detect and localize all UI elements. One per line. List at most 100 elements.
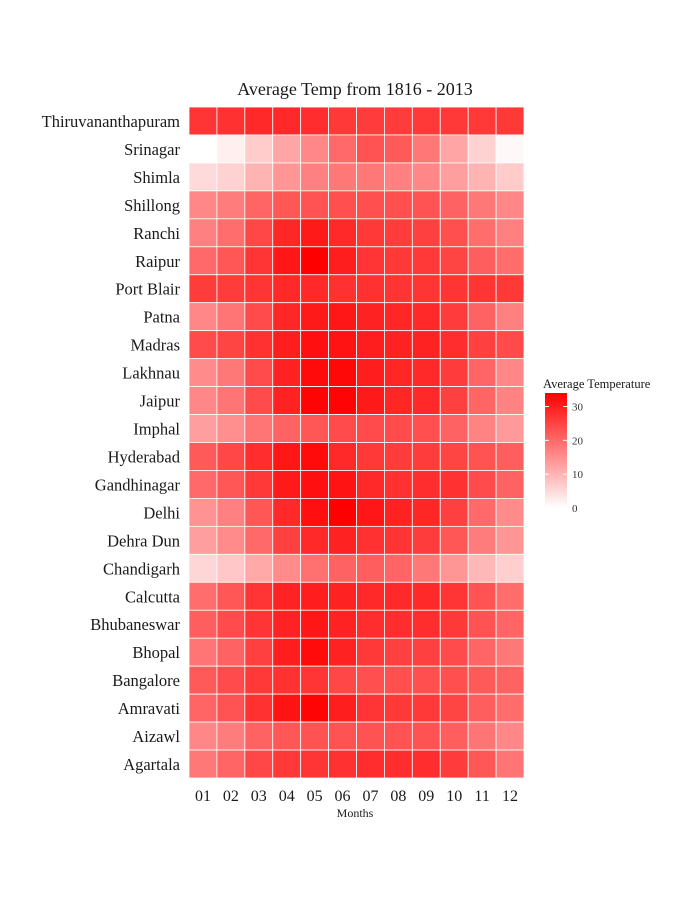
- heatmap-cell: [439, 665, 469, 695]
- heatmap-cell: [216, 637, 246, 667]
- heatmap-cell: [272, 637, 302, 667]
- heatmap-cell: [216, 386, 246, 415]
- x-tick-label: 12: [502, 788, 518, 805]
- heatmap-cell: [356, 637, 385, 667]
- heatmap-cell: [467, 693, 497, 723]
- heatmap-cell: [384, 749, 413, 779]
- heatmap-cell: [384, 693, 413, 723]
- heatmap-cell: [467, 609, 497, 639]
- heatmap-cell: [272, 693, 302, 723]
- heatmap-cell: [244, 442, 274, 471]
- legend-tick-label: 0: [572, 503, 578, 515]
- heatmap-cell: [272, 749, 302, 779]
- heatmap-cell: [439, 190, 469, 220]
- heatmap-cell: [328, 749, 357, 779]
- x-axis-labels: 01 02 03 04 05 06 07 08 09 10 11 12: [195, 788, 518, 805]
- heatmap-cell: [244, 693, 274, 723]
- heatmap-cell: [356, 274, 385, 304]
- heatmap-cell: [300, 162, 329, 192]
- heatmap-cell: [216, 218, 246, 248]
- heatmap-cell: [467, 525, 497, 555]
- heatmap-cell: [439, 721, 469, 751]
- heatmap-cell: [384, 553, 413, 583]
- heatmap-cell: [244, 302, 274, 332]
- heatmap-cell: [467, 106, 497, 136]
- heatmap-cell: [244, 106, 274, 136]
- y-tick-label: Gandhinagar: [95, 475, 181, 494]
- heatmap-cell: [244, 358, 274, 387]
- heatmap-cell: [356, 609, 385, 639]
- heatmap-cell: [467, 498, 497, 527]
- x-tick-label: 11: [474, 788, 489, 805]
- heatmap-cell: [300, 693, 329, 723]
- heatmap-cell: [300, 246, 329, 276]
- heatmap-cell: [495, 386, 525, 415]
- heatmap-cell: [467, 246, 497, 276]
- heatmap-cell: [272, 190, 302, 220]
- heatmap-cell: [300, 358, 329, 387]
- heatmap-cell: [495, 302, 525, 332]
- heatmap-cell: [216, 414, 246, 443]
- heatmap-cell: [495, 134, 525, 164]
- heatmap-cell: [188, 749, 218, 779]
- heatmap-cell: [272, 274, 302, 304]
- heatmap-cell: [188, 581, 218, 611]
- heatmap-cell: [188, 358, 218, 387]
- heatmap-cell: [328, 386, 357, 415]
- heatmap-cell: [188, 665, 218, 695]
- heatmap-cell: [244, 637, 274, 667]
- heatmap-cells: [188, 106, 525, 779]
- heatmap-cell: [384, 525, 413, 555]
- heatmap-cell: [411, 470, 441, 499]
- y-tick-label: Aizawl: [132, 727, 180, 746]
- heatmap-cell: [272, 302, 302, 332]
- heatmap-cell: [356, 162, 385, 192]
- heatmap-cell: [411, 637, 441, 667]
- legend-tick-label: 30: [572, 402, 584, 414]
- heatmap-cell: [467, 414, 497, 443]
- heatmap-cell: [300, 442, 329, 471]
- heatmap-cell: [384, 609, 413, 639]
- heatmap-cell: [272, 414, 302, 443]
- heatmap-cell: [356, 330, 385, 360]
- heatmap-cell: [411, 162, 441, 192]
- heatmap-cell: [411, 442, 441, 471]
- heatmap-cell: [411, 358, 441, 387]
- heatmap-cell: [188, 525, 218, 555]
- heatmap-cell: [495, 749, 525, 779]
- y-tick-label: Jaipur: [140, 392, 181, 411]
- heatmap-cell: [328, 609, 357, 639]
- heatmap-cell: [328, 581, 357, 611]
- heatmap-cell: [216, 442, 246, 471]
- heatmap-cell: [384, 106, 413, 136]
- heatmap-cell: [244, 498, 274, 527]
- heatmap-cell: [411, 749, 441, 779]
- heatmap-cell: [328, 134, 357, 164]
- heatmap-cell: [272, 442, 302, 471]
- heatmap-cell: [439, 134, 469, 164]
- heatmap-cell: [244, 134, 274, 164]
- heatmap-cell: [216, 162, 246, 192]
- heatmap-cell: [495, 553, 525, 583]
- heatmap-cell: [356, 665, 385, 695]
- heatmap-cell: [188, 218, 218, 248]
- heatmap-cell: [328, 498, 357, 527]
- y-tick-label: Hyderabad: [108, 447, 181, 466]
- heatmap-cell: [495, 162, 525, 192]
- heatmap-cell: [188, 498, 218, 527]
- heatmap-cell: [467, 358, 497, 387]
- heatmap-cell: [384, 470, 413, 499]
- heatmap-cell: [411, 665, 441, 695]
- heatmap-cell: [356, 190, 385, 220]
- heatmap-cell: [495, 525, 525, 555]
- heatmap-cell: [439, 330, 469, 360]
- heatmap-cell: [439, 581, 469, 611]
- heatmap-cell: [244, 749, 274, 779]
- heatmap-cell: [328, 190, 357, 220]
- y-tick-label: Dehra Dun: [107, 531, 180, 550]
- heatmap-cell: [328, 721, 357, 751]
- heatmap-cell: [216, 302, 246, 332]
- y-tick-label: Bangalore: [112, 671, 180, 690]
- heatmap-cell: [188, 414, 218, 443]
